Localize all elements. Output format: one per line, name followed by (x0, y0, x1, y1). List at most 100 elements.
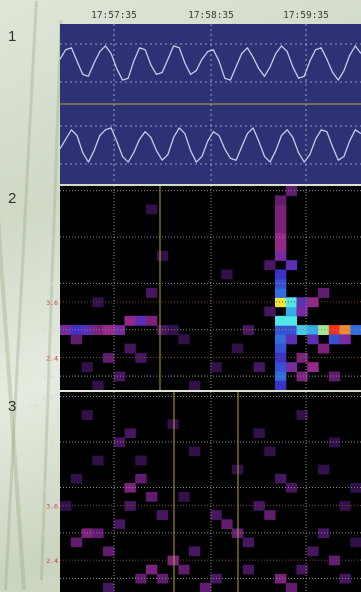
spectrogram-cell (275, 278, 287, 289)
spectrogram-chart-2: 6.0- 5.0- 4.0- 3.6 3.0- 2.4 2.0- CPM (30, 392, 361, 592)
spectrogram-cell (275, 573, 287, 584)
spectrogram-cell (70, 334, 83, 345)
spectrogram-cell (285, 362, 298, 373)
panel-number-1: 1 (8, 28, 17, 45)
spectrogram-cell (103, 546, 115, 557)
panel-number-3: 3 (8, 398, 17, 415)
spectrogram-cell (242, 537, 255, 548)
spectrogram-cell (275, 232, 287, 243)
spectrogram-cell (285, 315, 298, 326)
spectrogram-cell (92, 325, 104, 335)
spectrogram-cell (285, 582, 298, 592)
spectrogram-cell (146, 204, 158, 215)
spectrogram-cell (253, 362, 265, 373)
y-unit-label: CPM (30, 404, 38, 410)
spectrogram-cell (135, 473, 147, 484)
spectrogram-cell (275, 250, 287, 261)
y-tick-label: 4.0- (42, 484, 58, 492)
spectrogram-cell (146, 492, 158, 502)
spectrogram-cell (264, 260, 276, 271)
spectrogram-cell (328, 334, 341, 345)
spectrogram-cell (135, 315, 147, 326)
spectrogram-cell (275, 325, 287, 335)
spectrogram-cell (167, 555, 179, 566)
spectrogram-cell (92, 528, 104, 539)
spectrogram-cell (275, 223, 287, 233)
waveform-series-1 (60, 45, 361, 81)
y-tick-label: 2.4 (46, 355, 58, 363)
spectrogram-cell (328, 325, 341, 335)
spectrogram-cell (285, 306, 298, 317)
spectrogram-cell (189, 380, 201, 390)
spectrogram-cell (210, 362, 222, 373)
spectrogram-cell (70, 473, 83, 484)
spectrogram-cell (232, 343, 244, 354)
y-tick-label: 2.0- (42, 373, 58, 381)
spectrogram-cell (81, 362, 93, 373)
spectrogram-cell (242, 325, 255, 335)
time-label: 17:58:35 (188, 10, 234, 21)
spectrogram-cell (275, 352, 287, 363)
spectrogram-cell (124, 482, 136, 493)
spectrogram-cell (146, 288, 158, 298)
spectrogram-cell (275, 380, 287, 390)
y-tick-label: 3.0- (42, 327, 58, 335)
spectrogram-cell (296, 564, 308, 575)
spectrogram-cell (328, 371, 341, 382)
spectrogram-cell (81, 410, 93, 420)
y-tick-label: 2.4 (46, 557, 58, 565)
spectrogram-cell (253, 428, 265, 439)
spectrogram-chart-1: 6.0- 5.0- 4.0- 3.6 3.0- 2.4 2.0- CPM (30, 186, 361, 390)
spectrogram-cell (296, 297, 308, 308)
spectrogram-cell (296, 306, 308, 317)
spectrogram-cell (103, 582, 115, 592)
spectrogram-cell (318, 343, 330, 354)
spectrogram-cell (92, 380, 104, 390)
spectrogram-cell (167, 325, 179, 335)
spectrogram-cell (296, 325, 308, 335)
panel-number-2: 2 (8, 190, 17, 207)
spectrogram-cell (189, 546, 201, 557)
spectrogram-cell (318, 288, 330, 298)
spectrogram-cell (275, 204, 287, 215)
spectrogram-cell (275, 241, 287, 252)
spectrogram-cell (221, 269, 233, 280)
spectrogram-cell (275, 269, 287, 280)
y-tick-label: 5.0- (42, 439, 58, 447)
spectrogram-cell (189, 446, 201, 457)
spectrogram-cell (275, 213, 287, 224)
spectrogram-cell (92, 297, 104, 308)
spectrogram-cell (318, 464, 330, 475)
waveform-chart (60, 24, 361, 184)
spectrogram-cell (199, 582, 212, 592)
y-tick-label: 2.0- (42, 575, 58, 583)
spectrogram-cell (124, 315, 136, 326)
spectrogram-cell (60, 501, 72, 511)
spectrogram-cell (167, 419, 179, 429)
spectrogram-cell (328, 437, 341, 448)
spectrogram-cell (156, 250, 169, 261)
spectrogram-cell (113, 437, 126, 448)
spectrogram-cell (307, 334, 319, 345)
spectrogram-cell (135, 455, 147, 466)
y-tick-label: 5.0- (42, 234, 58, 242)
spectrogram-cell (156, 510, 169, 520)
spectrogram-cell (339, 334, 351, 345)
spectrogram-cell (328, 555, 341, 566)
spectrogram-cell (124, 343, 136, 354)
spectrogram-cell (178, 492, 190, 502)
background-stalk (0, 61, 26, 591)
spectrogram-cell (285, 260, 298, 271)
spectrogram-cell (318, 325, 330, 335)
time-label: 17:59:35 (283, 10, 329, 21)
y-tick-label: 4.0- (42, 280, 58, 288)
spectrogram-cell (275, 288, 287, 298)
spectrogram-cell (70, 537, 83, 548)
spectrogram-cell (275, 473, 287, 484)
spectrogram-cell (275, 334, 287, 345)
spectrogram-cell (275, 371, 287, 382)
spectrogram-cell (275, 195, 287, 206)
spectrogram-cell (242, 564, 255, 575)
spectrogram-cell (275, 297, 287, 308)
spectrogram-cell (350, 325, 361, 335)
